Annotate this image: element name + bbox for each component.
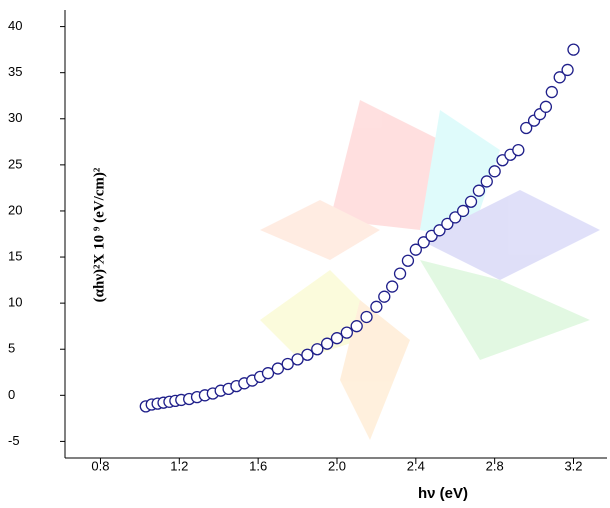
data-point bbox=[539, 100, 553, 113]
data-point bbox=[350, 320, 363, 333]
data-point bbox=[281, 357, 294, 371]
y-tick-label: 5 bbox=[8, 341, 15, 356]
y-tick-label: 30 bbox=[8, 110, 22, 125]
data-point bbox=[271, 362, 285, 375]
y-tick-label: 0 bbox=[8, 387, 15, 402]
y-tick-label: 40 bbox=[8, 18, 22, 33]
y-tick-label: 15 bbox=[8, 248, 22, 263]
data-point bbox=[370, 300, 383, 313]
data-point bbox=[261, 367, 275, 380]
data-point bbox=[561, 63, 574, 77]
data-point bbox=[311, 343, 324, 356]
data-point bbox=[330, 332, 344, 345]
data-point bbox=[456, 204, 470, 218]
data-point bbox=[393, 267, 407, 280]
data-point bbox=[488, 165, 501, 178]
data-point bbox=[512, 143, 525, 157]
data-point bbox=[409, 243, 422, 256]
data-point bbox=[360, 310, 373, 324]
data-point bbox=[291, 353, 304, 366]
data-point bbox=[386, 280, 399, 293]
y-tick-label: 20 bbox=[8, 202, 22, 217]
x-axis-label: hν (eV) bbox=[418, 485, 468, 502]
data-point bbox=[520, 121, 533, 135]
data-point bbox=[340, 326, 353, 339]
x-tick-label: 2.4 bbox=[407, 458, 425, 473]
x-tick-label: 1.6 bbox=[249, 458, 267, 473]
x-tick-label: 0.8 bbox=[91, 458, 109, 473]
y-tick-label: -5 bbox=[8, 433, 20, 448]
data-point bbox=[449, 211, 462, 224]
data-point bbox=[401, 254, 415, 267]
data-point bbox=[417, 236, 430, 249]
y-tick-label: 35 bbox=[8, 64, 22, 79]
data-point bbox=[464, 195, 478, 208]
data-point bbox=[441, 217, 454, 231]
data-point bbox=[320, 337, 334, 350]
data-point bbox=[480, 175, 493, 188]
x-tick-label: 1.2 bbox=[170, 458, 188, 473]
y-tick-label: 25 bbox=[8, 156, 22, 171]
data-point bbox=[545, 85, 558, 99]
data-point bbox=[378, 290, 391, 303]
x-tick-label: 2.8 bbox=[486, 458, 504, 473]
data-point bbox=[553, 71, 566, 84]
data-point bbox=[472, 184, 486, 197]
x-tick-label: 2.0 bbox=[328, 458, 346, 473]
y-axis-label: (αhν)²X 10 ⁹ (eV/cm)² bbox=[91, 167, 107, 302]
data-point bbox=[433, 224, 446, 237]
data-point bbox=[567, 43, 580, 56]
y-tick-label: 10 bbox=[8, 295, 22, 310]
x-tick-label: 3.2 bbox=[564, 458, 582, 473]
watermark bbox=[260, 100, 600, 440]
data-point bbox=[301, 348, 314, 361]
